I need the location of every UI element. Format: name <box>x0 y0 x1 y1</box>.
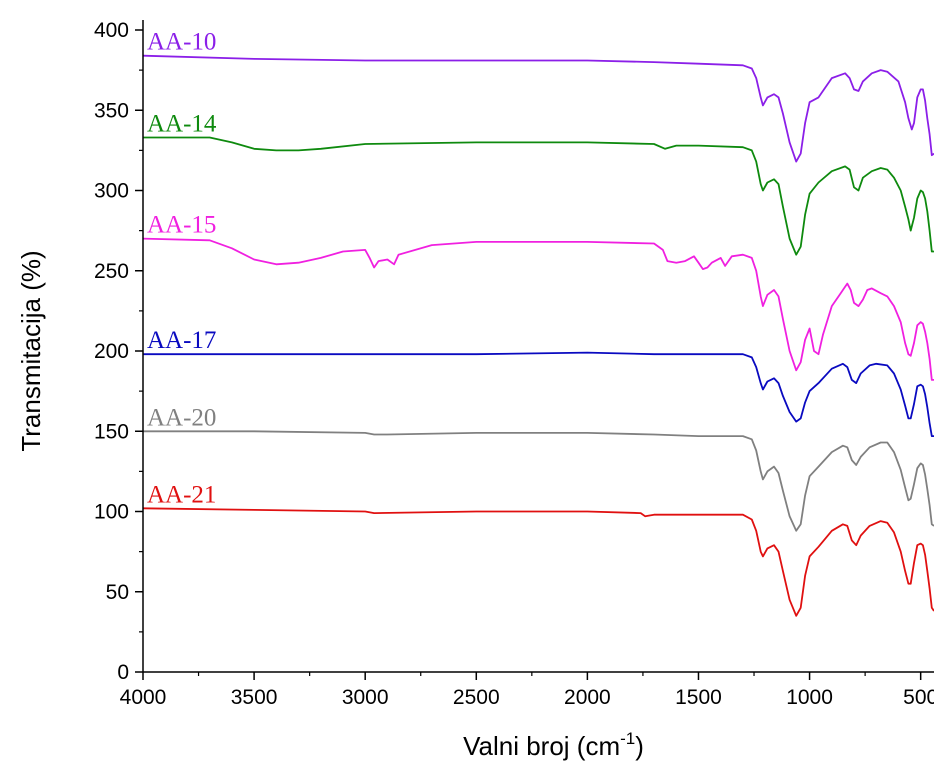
y-tick-label: 300 <box>94 180 129 203</box>
x-axis-title-end: ) <box>635 731 644 761</box>
series-label-aa-15: AA-15 <box>147 212 216 239</box>
x-tick-label: 3000 <box>342 686 389 709</box>
series-line-aa-20 <box>143 430 934 532</box>
x-axis-title-superscript: -1 <box>620 729 635 748</box>
y-tick-label: 350 <box>94 99 129 122</box>
series-line-aa-15 <box>142 237 934 381</box>
y-tick-label: 100 <box>94 501 129 524</box>
x-tick-label: 500 <box>903 686 934 709</box>
series-lines <box>142 54 934 617</box>
series-labels: AA-10 AA-14 AA-15 AA-17 AA-20 AA-21 <box>147 29 217 509</box>
x-tick-label: 2500 <box>453 686 500 709</box>
series-label-aa-10: AA-10 <box>147 29 216 56</box>
y-tick-label: 200 <box>94 340 129 363</box>
x-tick-label: 2000 <box>564 686 611 709</box>
y-tick-label: 50 <box>106 581 129 604</box>
y-tick-label: 0 <box>117 661 129 684</box>
x-axis-title: Valni broj (cm-1) <box>463 729 644 761</box>
series-label-aa-20: AA-20 <box>147 404 216 431</box>
series-line-aa-17 <box>143 351 934 437</box>
series-line-aa-10 <box>142 54 934 163</box>
y-tick-label: 250 <box>94 260 129 283</box>
series-line-aa-21 <box>142 507 934 617</box>
series-label-aa-17: AA-17 <box>147 327 216 354</box>
x-tick-label: 1500 <box>675 686 722 709</box>
series-label-aa-21: AA-21 <box>147 481 216 508</box>
x-axis-title-main: Valni broj (cm <box>463 731 620 761</box>
series-line-aa-14 <box>143 136 934 256</box>
y-axis-title: Transmitacija (%) <box>16 250 46 451</box>
x-tick-label: 3500 <box>231 686 278 709</box>
y-tick-label: 150 <box>94 420 129 443</box>
x-tick-label: 1000 <box>786 686 833 709</box>
x-tick-label: 4000 <box>120 686 167 709</box>
series-label-aa-14: AA-14 <box>147 111 217 138</box>
axes: 0 50 100 150 200 250 300 350 400 4000 3500 3000 2500… <box>94 19 934 709</box>
y-tick-label: 400 <box>94 19 129 42</box>
